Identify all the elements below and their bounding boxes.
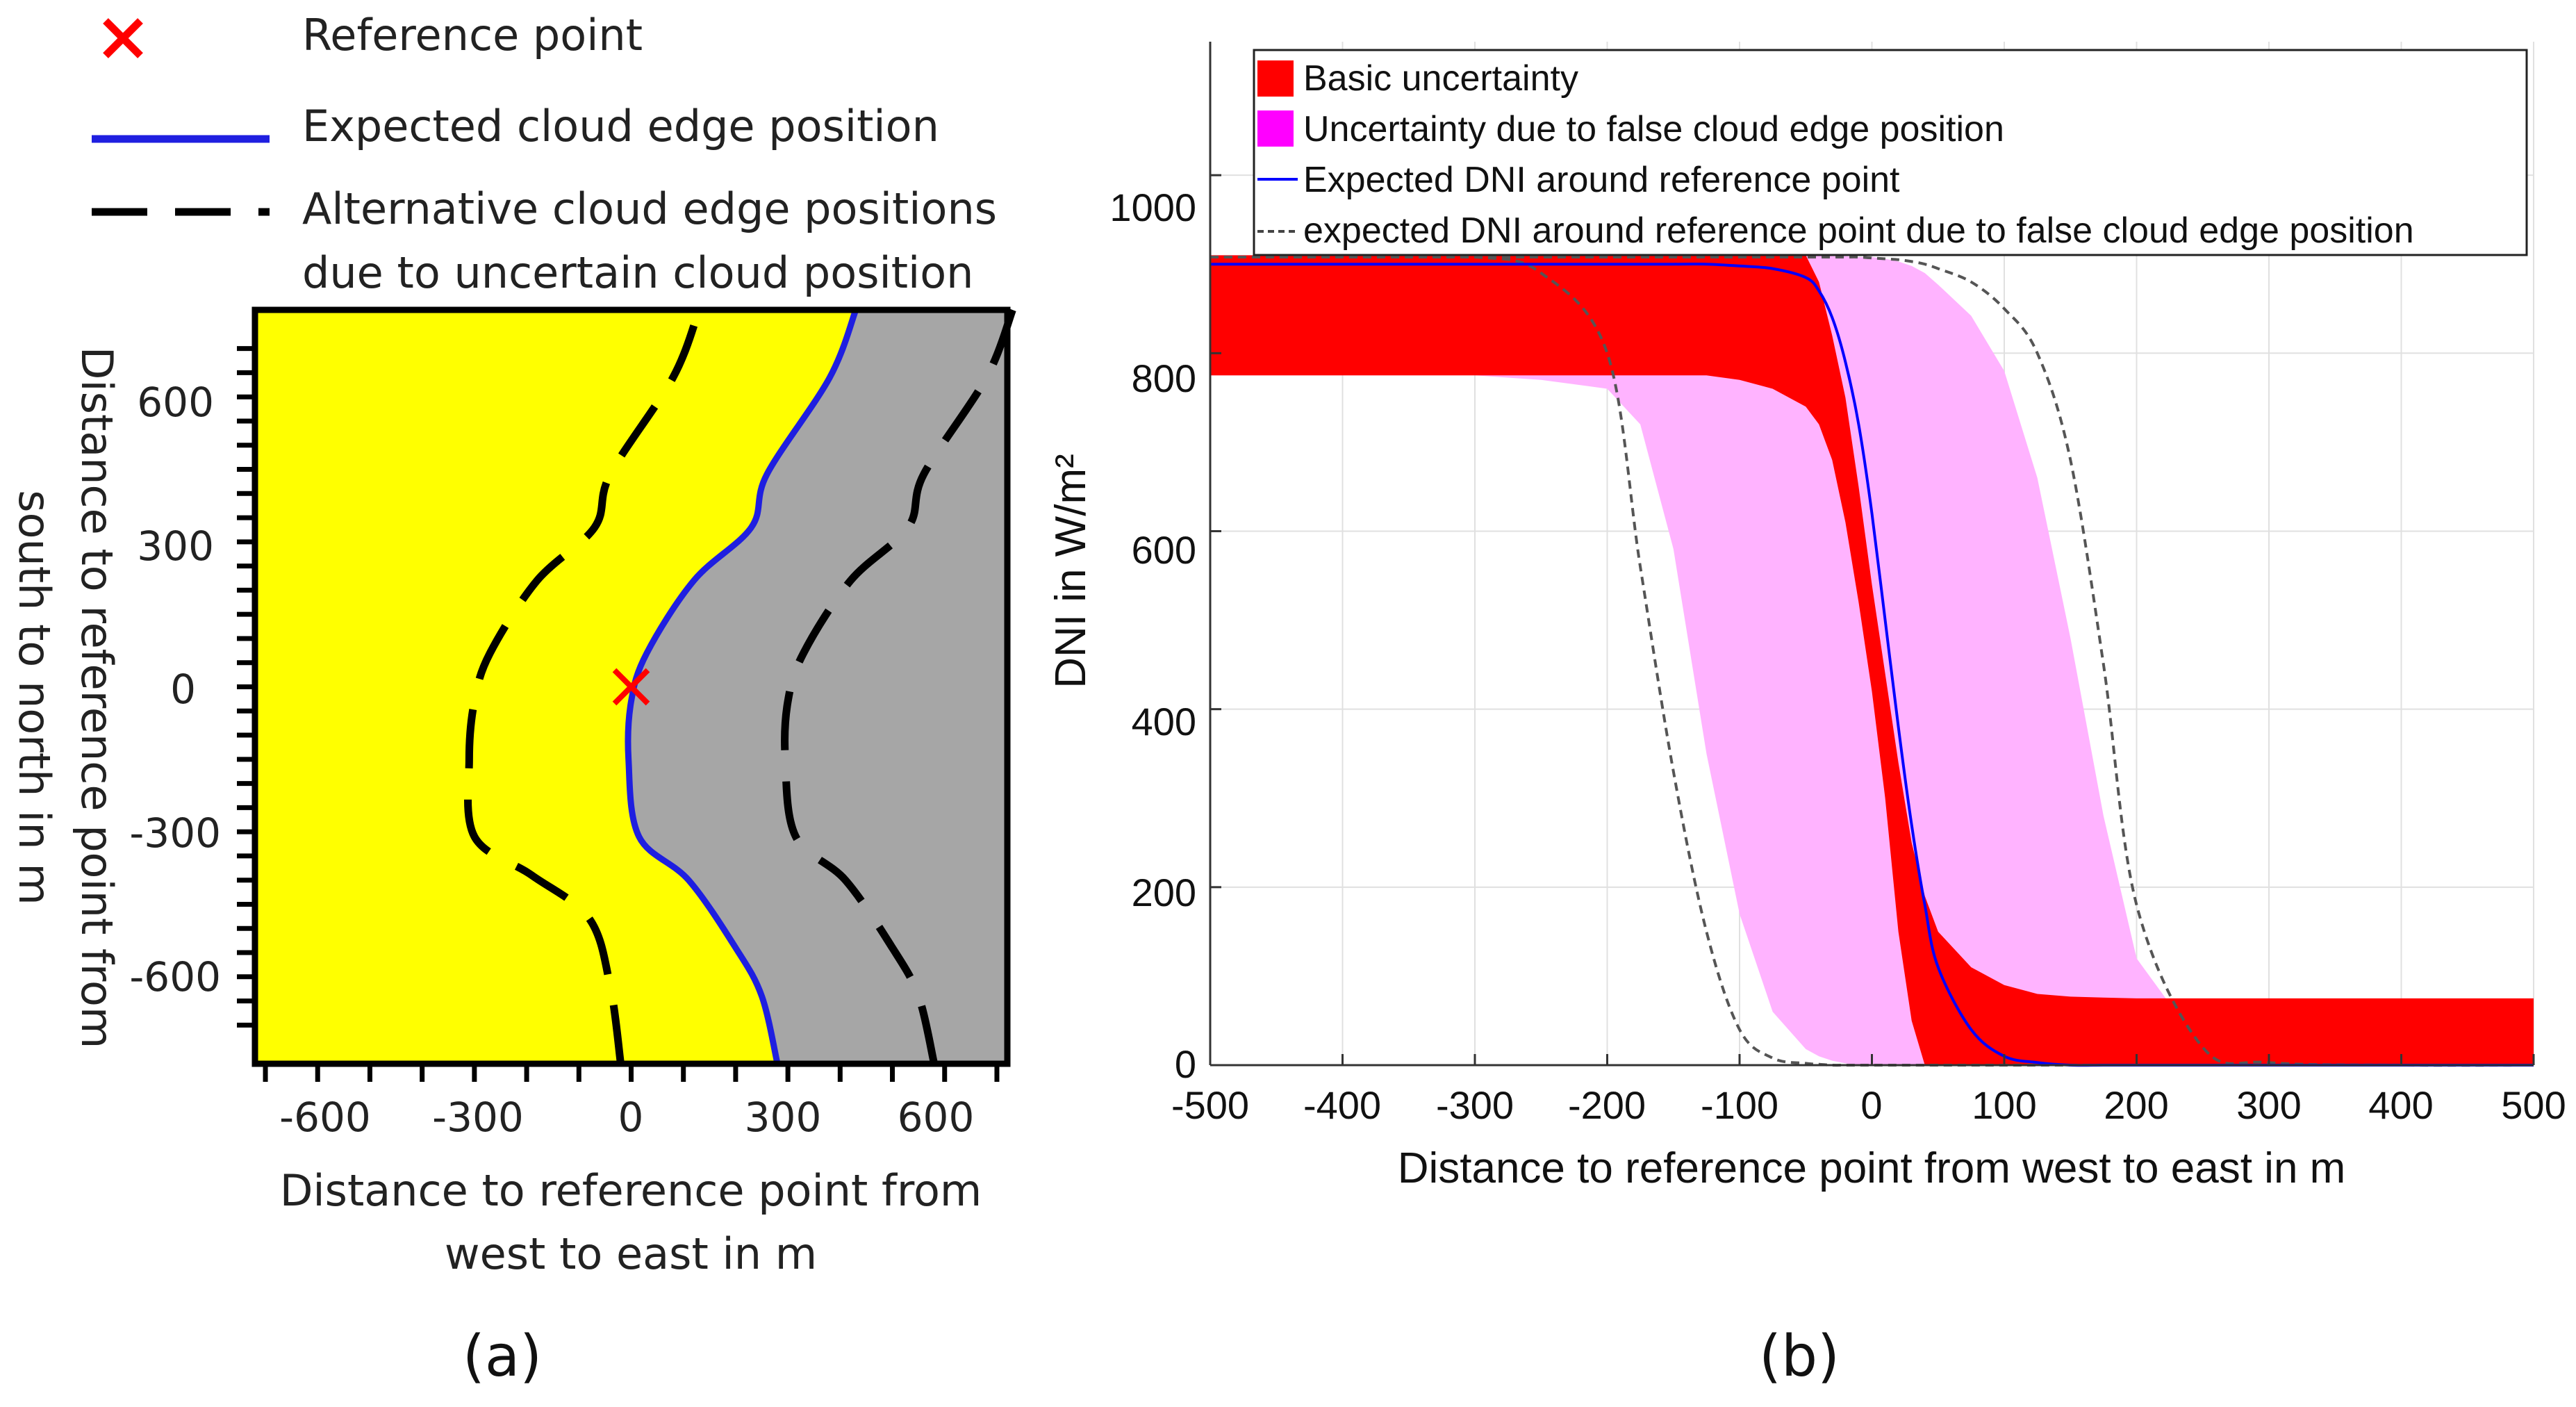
b-x-tick-label: 200 xyxy=(2104,1083,2168,1127)
reference-marker-stroke xyxy=(612,668,650,706)
b-x-tick-label: -500 xyxy=(1171,1083,1249,1127)
alternative-edge-east xyxy=(781,308,1016,1065)
a-y-tick-label: 300 xyxy=(137,523,214,570)
b-x-tick-label: 400 xyxy=(2368,1083,2433,1127)
b-x-tick-label: 100 xyxy=(1972,1083,2036,1127)
b-x-tick-label: 0 xyxy=(1860,1083,1882,1127)
legend-alternative-edge-label-1: Alternative cloud edge positions xyxy=(302,183,997,234)
false-edge-dni-east-line xyxy=(1209,255,2534,1067)
b-ylabel: DNI in W/m² xyxy=(1047,454,1095,689)
panel-a: Reference point Expected cloud edge posi… xyxy=(9,10,1016,1390)
reference-point-legend-marker xyxy=(103,18,143,58)
panel-b-legend: Basic uncertainty Uncertainty due to fal… xyxy=(1253,49,2528,256)
legend-basic-label: Basic uncertainty xyxy=(1303,58,1578,99)
a-ylabel-line2: south to north in m xyxy=(9,490,60,905)
b-y-tick-label: 0 xyxy=(1175,1042,1196,1086)
panel-a-frame xyxy=(251,306,1011,1067)
a-y-tick-label: -300 xyxy=(129,809,221,857)
b-x-tick-label: -300 xyxy=(1436,1083,1514,1127)
legend-expected-edge-label: Expected cloud edge position xyxy=(302,101,939,151)
panel-a-x-tick-labels: -600 -300 0 300 600 xyxy=(279,1094,974,1141)
a-x-tick-label: 600 xyxy=(898,1094,975,1141)
b-xlabel: Distance to reference point from west to… xyxy=(1398,1144,2346,1192)
panel-a-minor-ticks xyxy=(237,346,1000,1082)
expected-edge-line xyxy=(625,308,859,1065)
a-y-tick-label: -600 xyxy=(129,953,221,1001)
legend-alternative-edge-label-2: due to uncertain cloud position xyxy=(302,247,973,298)
panel-b-caption: (b) xyxy=(1759,1324,1840,1390)
panel-a-map xyxy=(237,306,1016,1082)
legend-basic-swatch xyxy=(1257,60,1294,97)
legend-reference-point-label: Reference point xyxy=(302,10,643,60)
a-ylabel-line1: Distance to reference point from xyxy=(72,347,122,1049)
b-x-tick-label: 500 xyxy=(2501,1083,2566,1127)
panel-a-y-tick-labels: 600 300 0 -300 -600 xyxy=(129,379,221,1001)
b-y-tick-label: 400 xyxy=(1132,700,1196,743)
legend-expected-label: Expected DNI around reference point xyxy=(1303,160,1900,200)
reference-point-marker xyxy=(612,668,650,706)
a-x-tick-label: -300 xyxy=(432,1094,524,1141)
panel-b-legend-box xyxy=(1253,49,2528,256)
b-y-tick-label: 600 xyxy=(1132,528,1196,572)
legend-false-edge-label: Uncertainty due to false cloud edge posi… xyxy=(1303,109,2004,149)
legend-false-edge-swatch xyxy=(1257,110,1294,147)
a-x-tick-label: 0 xyxy=(618,1094,644,1141)
panel-b: Basic uncertainty Uncertainty due to fal… xyxy=(1047,42,2566,1390)
b-y-tick-label: 200 xyxy=(1132,871,1196,914)
b-y-tick-label: 1000 xyxy=(1109,186,1196,229)
panel-b-y-tick-labels: 0 200 400 600 800 1000 xyxy=(1109,186,1196,1086)
a-y-tick-label: 600 xyxy=(137,379,214,426)
b-y-tick-label: 800 xyxy=(1132,356,1196,400)
a-y-tick-label: 0 xyxy=(170,666,196,713)
b-x-tick-label: 300 xyxy=(2236,1083,2301,1127)
panel-a-legend: Reference point Expected cloud edge posi… xyxy=(92,10,997,298)
b-x-tick-label: -400 xyxy=(1303,1083,1381,1127)
b-x-tick-label: -100 xyxy=(1701,1083,1778,1127)
panel-b-x-tick-labels: -500 -400 -300 -200 -100 0 100 200 300 4… xyxy=(1171,1083,2566,1127)
a-xlabel-line2: west to east in m xyxy=(445,1228,817,1279)
a-x-tick-label: -600 xyxy=(279,1094,371,1141)
a-x-tick-label: 300 xyxy=(745,1094,822,1141)
basic-uncertainty-band xyxy=(1210,255,2534,1065)
b-x-tick-label: -200 xyxy=(1568,1083,1646,1127)
panel-a-caption: (a) xyxy=(463,1324,542,1390)
panel-b-axes xyxy=(1209,42,2535,1067)
a-xlabel-line1: Distance to reference point from xyxy=(280,1165,982,1216)
legend-expected-false-label: expected DNI around reference point due … xyxy=(1303,211,2414,251)
